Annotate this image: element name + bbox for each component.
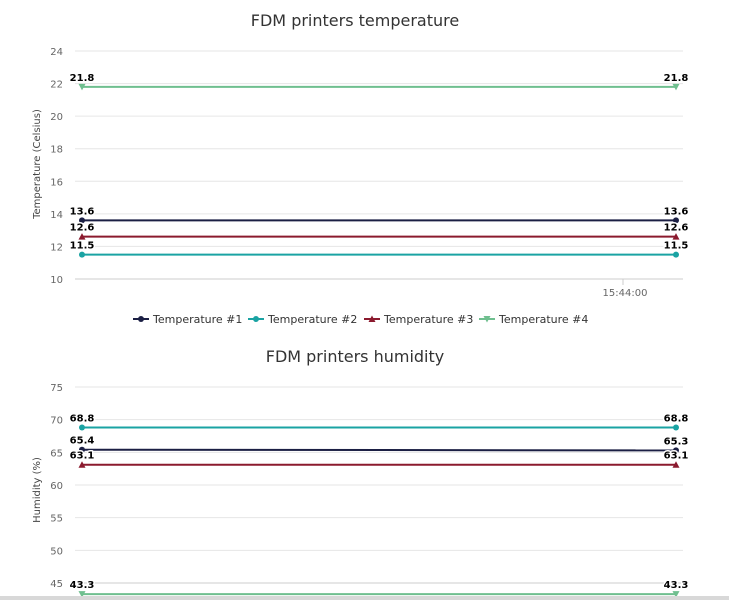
y-axis-ticks: 45 50 55 60 65 70 75 [50, 383, 63, 590]
temperature-chart: FDM printers temperature Temperature (Ce… [32, 11, 690, 326]
data-label: 21.8 [664, 73, 689, 84]
data-label: 43.3 [664, 580, 689, 591]
data-point [672, 233, 680, 240]
data-label: 65.3 [664, 436, 689, 447]
legend-item-4[interactable]: Temperature #4 [479, 313, 588, 326]
y-tick-label: 50 [50, 546, 63, 557]
y-tick-label: 22 [50, 80, 63, 91]
y-axis-title: Humidity (%) [32, 457, 43, 523]
data-label: 63.1 [70, 451, 95, 462]
y-axis-title: Temperature (Celsius) [32, 109, 43, 220]
data-label: 68.8 [70, 414, 95, 425]
chart-title: FDM printers humidity [266, 347, 445, 366]
data-point [673, 424, 679, 431]
data-label: 13.6 [664, 206, 689, 217]
humidity-chart: FDM printers humidity Humidity (%) 45 50 5… [32, 347, 690, 598]
legend-item-3[interactable]: Temperature #3 [364, 313, 473, 326]
data-label: 21.8 [70, 73, 95, 84]
legend-marker [368, 315, 376, 322]
y-tick-label: 14 [50, 210, 63, 221]
data-point [79, 217, 85, 224]
data-point [78, 83, 86, 91]
legend-label: Temperature #2 [267, 313, 357, 326]
legend-marker [138, 316, 144, 322]
y-axis-ticks: 10 12 14 16 18 20 22 24 [50, 47, 63, 286]
data-point [672, 83, 680, 91]
data-point [79, 424, 85, 431]
data-point [78, 233, 86, 240]
data-point [78, 591, 86, 598]
y-tick-label: 70 [50, 416, 63, 427]
y-tick-label: 10 [50, 275, 63, 286]
series-4: 21.8 21.8 [68, 71, 690, 91]
y-tick-label: 60 [50, 481, 63, 492]
data-label: 65.4 [70, 436, 95, 447]
data-label: 11.5 [664, 241, 689, 252]
chart-title: FDM printers temperature [251, 11, 459, 30]
data-label: 11.5 [70, 241, 95, 252]
data-point [672, 591, 680, 598]
series-line [81, 448, 677, 452]
data-label: 63.1 [664, 451, 689, 462]
legend-marker [253, 316, 259, 322]
horizontal-scrollbar[interactable] [0, 596, 729, 600]
series-4: 43.3 43.3 [68, 579, 690, 598]
legend-label: Temperature #3 [383, 313, 473, 326]
y-tick-label: 55 [50, 514, 63, 525]
x-tick-label: 15:44:00 [603, 288, 648, 299]
data-label: 12.6 [664, 223, 689, 234]
series-group: 65.4 65.3 68.8 68.8 63.1 63.1 43.3 43.3 [68, 412, 690, 598]
series-2: 68.8 68.8 [68, 412, 690, 431]
legend-label: Temperature #1 [152, 313, 242, 326]
legend[interactable]: Temperature #1 Temperature #2 Temperature … [133, 313, 588, 326]
data-point [672, 461, 680, 468]
data-label: 68.8 [664, 414, 689, 425]
y-tick-label: 12 [50, 242, 63, 253]
y-tick-label: 18 [50, 145, 63, 156]
legend-label: Temperature #4 [498, 313, 588, 326]
data-point [78, 461, 86, 468]
data-label: 13.6 [70, 206, 95, 217]
legend-item-1[interactable]: Temperature #1 [133, 313, 242, 326]
y-tick-label: 65 [50, 448, 63, 459]
grid-lines [75, 50, 683, 280]
grid-lines [75, 386, 683, 584]
data-point [79, 446, 85, 453]
series-1: 13.6 13.6 [68, 205, 690, 224]
series-2: 11.5 11.5 [68, 239, 690, 258]
data-point [673, 251, 679, 258]
y-tick-label: 75 [50, 383, 63, 394]
series-3: 63.1 63.1 [68, 449, 690, 468]
x-axis-ticks: 15:44:00 [603, 279, 648, 299]
series-1: 65.4 65.3 [68, 434, 690, 454]
legend-item-2[interactable]: Temperature #2 [248, 313, 357, 326]
y-tick-label: 20 [50, 112, 63, 123]
y-tick-label: 24 [50, 47, 63, 58]
series-3: 12.6 12.6 [68, 221, 690, 240]
data-point [673, 447, 679, 454]
series-group: 13.6 13.6 11.5 11.5 12.6 12.6 21.8 21.8 [68, 71, 690, 258]
data-label: 43.3 [70, 580, 95, 591]
y-tick-label: 45 [50, 579, 63, 590]
y-tick-label: 16 [50, 177, 63, 188]
data-point [79, 251, 85, 258]
data-point [673, 217, 679, 224]
data-label: 12.6 [70, 223, 95, 234]
legend-marker [483, 316, 491, 323]
